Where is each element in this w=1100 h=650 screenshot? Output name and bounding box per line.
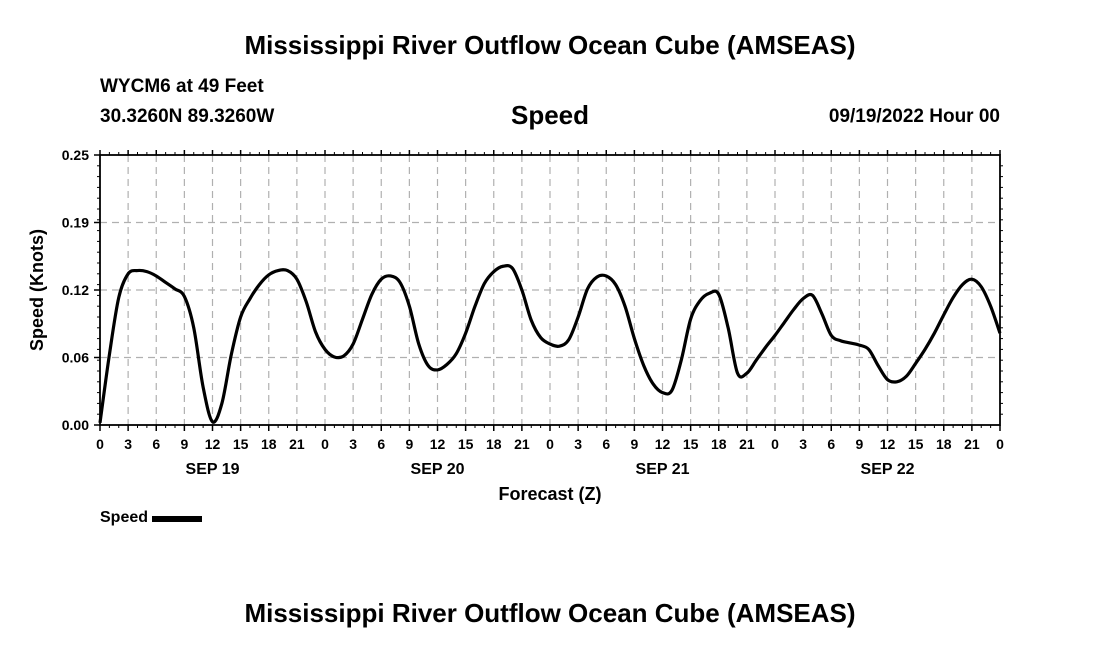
day-label: SEP 19 — [186, 461, 240, 478]
x-tick-label: 6 — [152, 436, 160, 452]
plot-frame — [99, 154, 1001, 426]
x-tick-label: 6 — [602, 436, 610, 452]
x-tick-label: 12 — [430, 436, 446, 452]
forecast-datetime: 09/19/2022 Hour 00 — [828, 106, 1000, 127]
chart-subtitle: Speed — [510, 100, 590, 130]
y-tick-label: 0.19 — [62, 215, 89, 231]
day-label: SEP 20 — [411, 461, 465, 478]
x-tick-label: 12 — [655, 436, 671, 452]
x-tick-label: 9 — [855, 436, 863, 452]
x-tick-label: 3 — [124, 436, 132, 452]
x-tick-label: 21 — [964, 436, 980, 452]
x-tick-label: 15 — [908, 436, 924, 452]
x-tick-label: 21 — [739, 436, 755, 452]
x-tick-label: 0 — [771, 436, 779, 452]
x-tick-label: 6 — [827, 436, 835, 452]
x-tick-label: 18 — [486, 436, 502, 452]
x-tick-label: 12 — [205, 436, 221, 452]
x-tick-label: 3 — [574, 436, 582, 452]
y-tick-label: 0.06 — [62, 350, 89, 366]
series-layer — [98, 264, 1002, 424]
x-tick-label: 0 — [321, 436, 329, 452]
x-axis-label: Forecast (Z) — [498, 484, 601, 504]
x-tick-label: 3 — [799, 436, 807, 452]
grid — [100, 155, 1000, 425]
x-tick-label: 21 — [289, 436, 305, 452]
x-tick-label: 6 — [377, 436, 385, 452]
series-line-speed — [98, 264, 1002, 424]
coordinates-label: 30.3260N 89.3260W — [100, 106, 275, 127]
chart-title: Mississippi River Outflow Ocean Cube (AM… — [244, 30, 856, 60]
x-tick-label: 18 — [711, 436, 727, 452]
x-tick-label: 0 — [546, 436, 554, 452]
x-tick-label: 18 — [261, 436, 277, 452]
x-tick-label: 15 — [683, 436, 699, 452]
x-tick-label: 21 — [514, 436, 530, 452]
y-tick-label: 0.12 — [62, 282, 89, 298]
legend-label: Speed — [100, 509, 149, 526]
y-tick-label: 0.00 — [62, 417, 89, 433]
day-label: SEP 21 — [636, 461, 690, 478]
x-tick-label: 18 — [936, 436, 952, 452]
y-tick-label: 0.25 — [62, 147, 89, 163]
footer-title: Mississippi River Outflow Ocean Cube (AM… — [244, 598, 856, 628]
day-label: SEP 22 — [861, 461, 915, 478]
legend-swatch — [152, 516, 203, 522]
x-tick-label: 0 — [96, 436, 104, 452]
x-tick-label: 9 — [405, 436, 413, 452]
legend: Speed — [100, 509, 203, 527]
x-tick-label: 0 — [996, 436, 1004, 452]
axes: 0.00 0.06 0.12 0.19 0.25 0 3 6 9 12 15 18 21 0 3 6 9 12 15… — [62, 147, 1004, 478]
x-tick-label: 9 — [180, 436, 188, 452]
x-tick-label: 3 — [349, 436, 357, 452]
y-axis-label: Speed (Knots) — [27, 229, 47, 351]
x-tick-label: 12 — [880, 436, 896, 452]
station-label: WYCM6 at 49 Feet — [100, 76, 264, 97]
x-tick-label: 15 — [458, 436, 474, 452]
x-tick-label: 9 — [630, 436, 638, 452]
x-tick-label: 15 — [233, 436, 249, 452]
